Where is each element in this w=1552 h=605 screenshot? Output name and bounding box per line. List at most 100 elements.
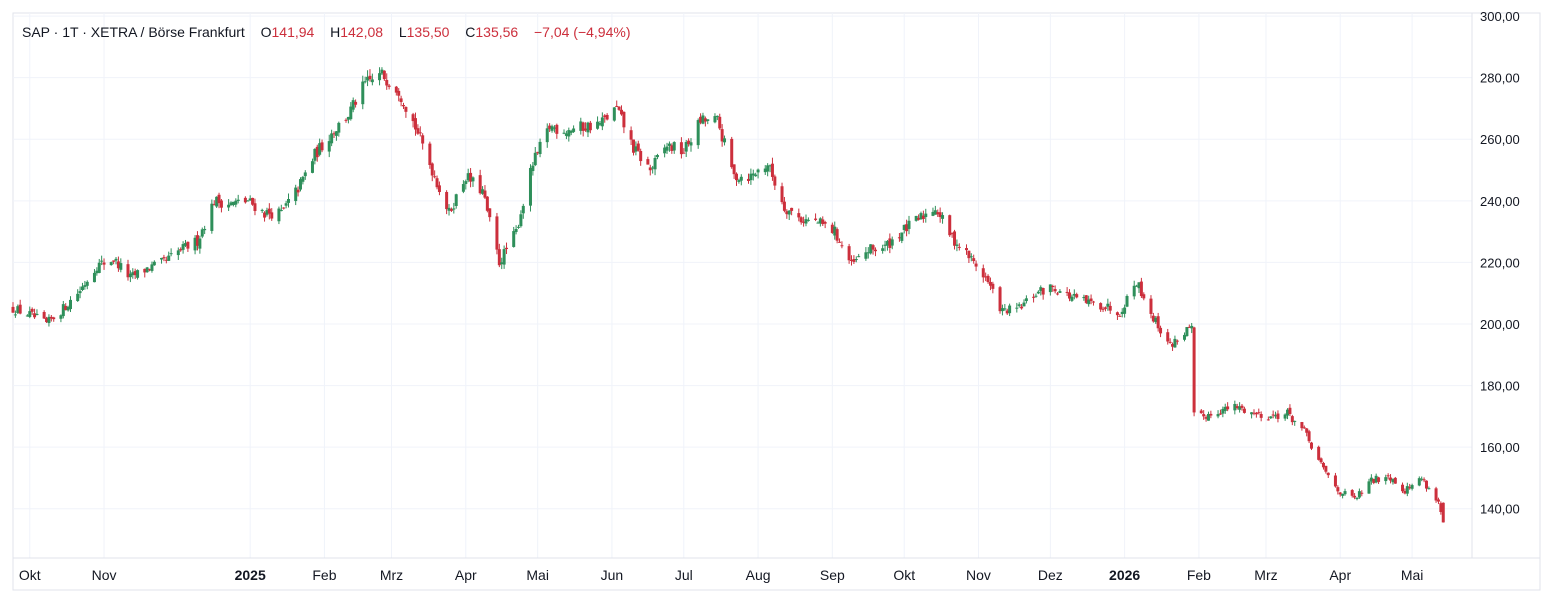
candle-up[interactable] <box>66 305 70 312</box>
candle-down[interactable] <box>1041 287 1045 300</box>
candle-down[interactable] <box>682 148 686 154</box>
candle-up[interactable] <box>706 119 710 125</box>
candle-down[interactable] <box>320 139 324 153</box>
candle-up[interactable] <box>1070 294 1074 302</box>
candle-down[interactable] <box>49 315 53 322</box>
candle-down[interactable] <box>636 140 640 152</box>
candle-up[interactable] <box>519 210 523 228</box>
candle-down[interactable] <box>1051 284 1055 292</box>
candle-up[interactable] <box>924 208 928 223</box>
candle-down[interactable] <box>1290 414 1294 426</box>
candle-up[interactable] <box>78 286 82 299</box>
candle-down[interactable] <box>1436 497 1440 505</box>
candle-down[interactable] <box>1199 409 1203 414</box>
candle-down[interactable] <box>478 169 482 195</box>
candle-down[interactable] <box>1386 473 1390 480</box>
candle-up[interactable] <box>279 204 283 212</box>
candle-down[interactable] <box>270 208 274 221</box>
candle-down[interactable] <box>368 69 372 82</box>
candle-up[interactable] <box>572 125 576 133</box>
candle-up[interactable] <box>287 193 291 208</box>
candle-up[interactable] <box>833 221 837 240</box>
candle-down[interactable] <box>588 120 592 134</box>
candle-up[interactable] <box>447 204 451 216</box>
candle-up[interactable] <box>284 200 288 209</box>
candle-down[interactable] <box>251 197 255 206</box>
candle-down[interactable] <box>195 231 199 251</box>
candle-down[interactable] <box>148 268 152 272</box>
candle-down[interactable] <box>536 151 540 155</box>
candle-up[interactable] <box>349 102 353 121</box>
candle-up[interactable] <box>955 239 959 252</box>
candle-down[interactable] <box>873 247 877 257</box>
candle-up[interactable] <box>1185 326 1189 337</box>
candle-up[interactable] <box>567 127 571 142</box>
candle-up[interactable] <box>665 142 669 154</box>
candle-up[interactable] <box>1087 295 1091 307</box>
candle-up[interactable] <box>1410 483 1414 491</box>
candle-down[interactable] <box>469 168 473 188</box>
candle-up[interactable] <box>1072 289 1076 300</box>
candle-down[interactable] <box>413 112 417 136</box>
candle-down[interactable] <box>1151 312 1155 323</box>
candle-down[interactable] <box>620 105 624 116</box>
candle-up[interactable] <box>131 268 135 279</box>
candle-up[interactable] <box>119 258 123 273</box>
candle-down[interactable] <box>972 254 976 264</box>
candle-down[interactable] <box>1187 324 1191 328</box>
candle-up[interactable] <box>1024 295 1028 304</box>
candle-up[interactable] <box>763 165 767 175</box>
candle-down[interactable] <box>782 196 786 213</box>
candle-up[interactable] <box>1286 408 1290 420</box>
candle-up[interactable] <box>1058 289 1062 293</box>
candle-down[interactable] <box>219 199 223 213</box>
candle-down[interactable] <box>603 114 607 123</box>
candle-down[interactable] <box>1439 501 1443 515</box>
candle-down[interactable] <box>773 174 777 190</box>
time-axis[interactable]: Okt Nov 2025 Feb Mrz Apr Mai Jun Jul Aug Sep Okt Nov… <box>19 567 1424 583</box>
candle-down[interactable] <box>186 241 190 252</box>
candle-down[interactable] <box>835 227 839 244</box>
candle-down[interactable] <box>921 210 925 223</box>
candle-down[interactable] <box>1424 480 1428 492</box>
candle-up[interactable] <box>100 255 104 266</box>
candle-up[interactable] <box>76 289 80 302</box>
candle-down[interactable] <box>1302 425 1306 429</box>
candle-down[interactable] <box>1101 306 1105 313</box>
candle-up[interactable] <box>1154 315 1158 324</box>
candle-up[interactable] <box>25 314 29 317</box>
candle-down[interactable] <box>1317 445 1321 461</box>
candle-up[interactable] <box>234 198 238 208</box>
candle-down[interactable] <box>1202 410 1206 420</box>
candle-up[interactable] <box>1223 403 1227 414</box>
candle-down[interactable] <box>282 207 286 210</box>
candle-up[interactable] <box>586 121 590 138</box>
candle-down[interactable] <box>1156 312 1160 332</box>
candle-up[interactable] <box>1106 298 1110 311</box>
candle-up[interactable] <box>169 248 173 257</box>
candle-down[interactable] <box>1276 410 1280 423</box>
candle-down[interactable] <box>1204 415 1208 422</box>
candle-up[interactable] <box>330 129 334 147</box>
candle-down[interactable] <box>267 203 271 220</box>
candle-up[interactable] <box>900 232 904 244</box>
candle-up[interactable] <box>454 193 458 209</box>
candle-up[interactable] <box>248 195 252 201</box>
candle-down[interactable] <box>1068 289 1072 302</box>
candle-down[interactable] <box>1305 427 1309 437</box>
candle-down[interactable] <box>617 106 621 111</box>
candle-up[interactable] <box>35 309 39 316</box>
candle-up[interactable] <box>881 244 885 254</box>
candle-up[interactable] <box>1250 412 1254 419</box>
candle-down[interactable] <box>718 113 722 131</box>
candle-up[interactable] <box>83 280 87 290</box>
candle-down[interactable] <box>382 70 386 81</box>
candle-up[interactable] <box>200 227 204 239</box>
candle-down[interactable] <box>437 181 441 196</box>
candle-down[interactable] <box>814 213 818 222</box>
candle-up[interactable] <box>193 235 197 255</box>
candle-up[interactable] <box>579 117 583 135</box>
candle-up[interactable] <box>528 164 532 212</box>
candle-down[interactable] <box>1254 411 1258 418</box>
